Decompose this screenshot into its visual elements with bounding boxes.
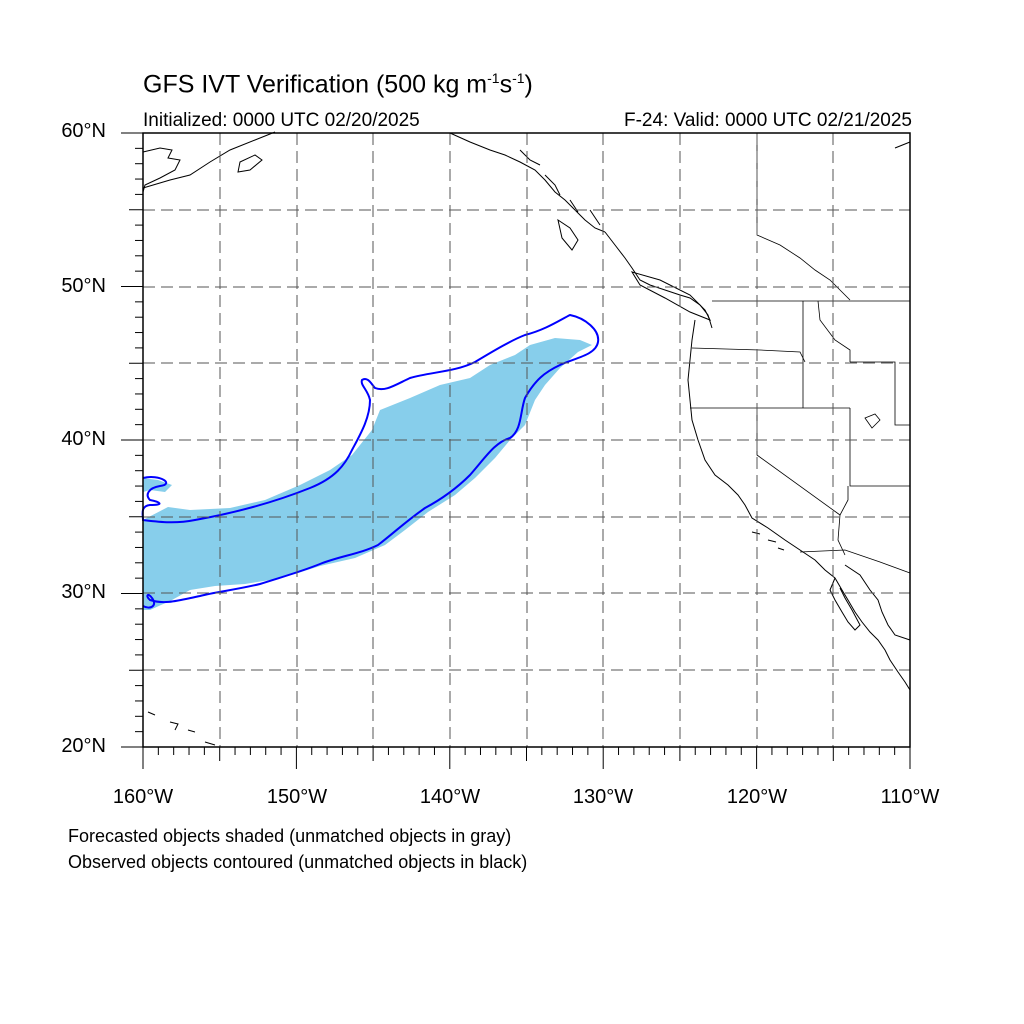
- lon-label-150w: 150°W: [266, 786, 328, 808]
- haida-gwaii: [557, 218, 579, 251]
- alaska-coastline: [142, 131, 276, 193]
- washington-oregon-border: [691, 347, 806, 363]
- nevada-border: [756, 408, 841, 516]
- lat-label-20n: 20°N: [61, 735, 106, 757]
- lon-label-130w: 130°W: [572, 786, 634, 808]
- legend-forecast-note: Forecasted objects shaded (unmatched obj…: [68, 826, 512, 846]
- us-mexico-border: [799, 549, 911, 574]
- mexico-mainland-coast: [844, 564, 911, 641]
- kodiak-island: [237, 154, 263, 173]
- init-time-label: Initialized: 0000 UTC 02/20/2025: [143, 110, 420, 131]
- canada-province-border: [756, 133, 851, 301]
- lat-label-40n: 40°N: [61, 428, 106, 450]
- lat-label-60n: 60°N: [61, 120, 106, 142]
- baja-california: [829, 577, 861, 631]
- legend-observed-note: Observed objects contoured (unmatched ob…: [68, 852, 528, 872]
- valid-time-label: F-24: Valid: 0000 UTC 02/21/2025: [624, 110, 912, 131]
- channel-islands: [751, 531, 785, 551]
- lon-label-110w: 110°W: [880, 786, 940, 808]
- hawaii-islands: [147, 711, 216, 746]
- chart-title: GFS IVT Verification (500 kg m-1s-1): [143, 70, 533, 99]
- lon-label-140w: 140°W: [419, 786, 481, 808]
- utah-border: [849, 408, 910, 487]
- lat-label-50n: 50°N: [61, 275, 106, 297]
- lon-label-160w: 160°W: [112, 786, 174, 808]
- forecast-ivt-object-tip: [143, 478, 172, 492]
- southeast-alaska-coast: [449, 132, 606, 233]
- hudson-bay-edge: [894, 141, 911, 149]
- graticule: [143, 133, 910, 747]
- lon-label-120w: 120°W: [726, 786, 788, 808]
- idaho-border: [802, 300, 851, 408]
- arizona-border: [837, 486, 849, 556]
- coastlines: [142, 131, 911, 746]
- vancouver-island: [630, 271, 712, 321]
- axis-ticks: [121, 132, 911, 769]
- us-west-coast: [687, 319, 911, 691]
- forecast-ivt-object: [143, 338, 592, 610]
- montana-border: [850, 361, 910, 426]
- lat-label-30n: 30°N: [61, 581, 106, 603]
- great-salt-lake: [864, 413, 881, 429]
- political-boundaries: [690, 133, 911, 574]
